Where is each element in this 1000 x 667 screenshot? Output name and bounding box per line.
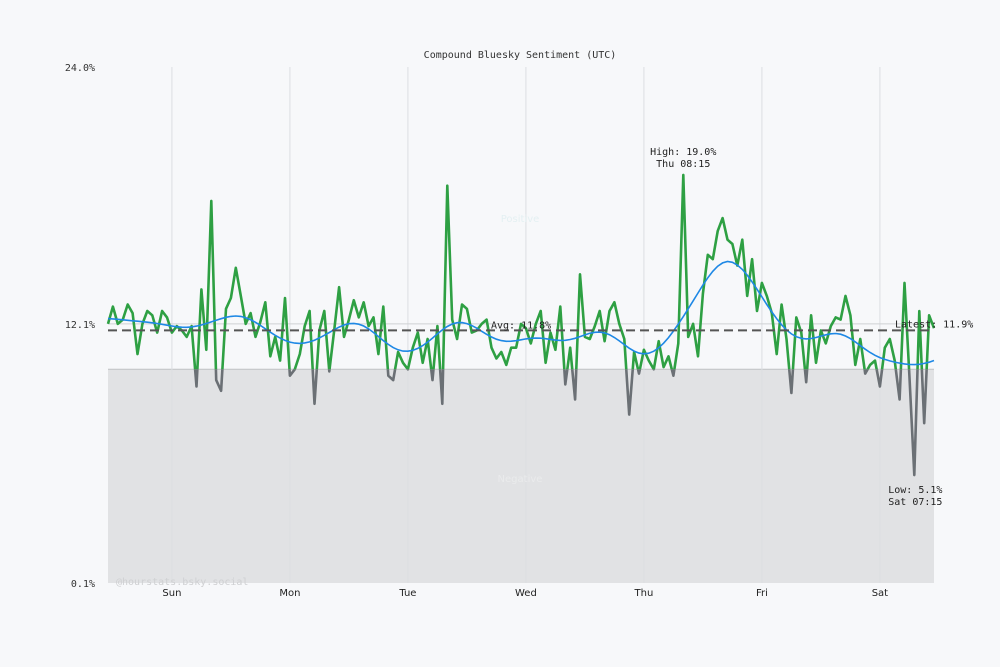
region-label-negative: Negative bbox=[498, 474, 543, 485]
low-time-label: Sat 07:15 bbox=[888, 497, 942, 508]
latest-label: Latest: 11.9% bbox=[895, 319, 973, 330]
y-tick-label: 24.0% bbox=[65, 63, 95, 74]
high-time-label: Thu 08:15 bbox=[656, 159, 710, 170]
chart-title: Compound Bluesky Sentiment (UTC) bbox=[424, 50, 617, 61]
smoothed-trend-line bbox=[107, 260, 935, 366]
x-tick-label: Thu bbox=[634, 588, 654, 599]
y-tick-label: 0.1% bbox=[71, 579, 95, 590]
x-tick-label: Sun bbox=[162, 588, 181, 599]
average-label: Avg: 11.8% bbox=[491, 320, 551, 331]
high-label: High: 19.0% bbox=[650, 147, 716, 158]
x-tick-label: Mon bbox=[279, 588, 300, 599]
x-tick-label: Sat bbox=[872, 588, 888, 599]
y-tick-label: 12.1% bbox=[65, 320, 95, 331]
x-tick-label: Wed bbox=[515, 588, 537, 599]
low-label: Low: 5.1% bbox=[888, 485, 942, 496]
x-tick-label: Tue bbox=[398, 588, 416, 599]
negative-region bbox=[108, 369, 934, 583]
x-tick-label: Fri bbox=[756, 588, 768, 599]
region-label-positive: Positive bbox=[501, 214, 540, 225]
sentiment-line-above-threshold bbox=[106, 173, 936, 370]
watermark: @hourstats.bsky.social bbox=[116, 577, 248, 588]
